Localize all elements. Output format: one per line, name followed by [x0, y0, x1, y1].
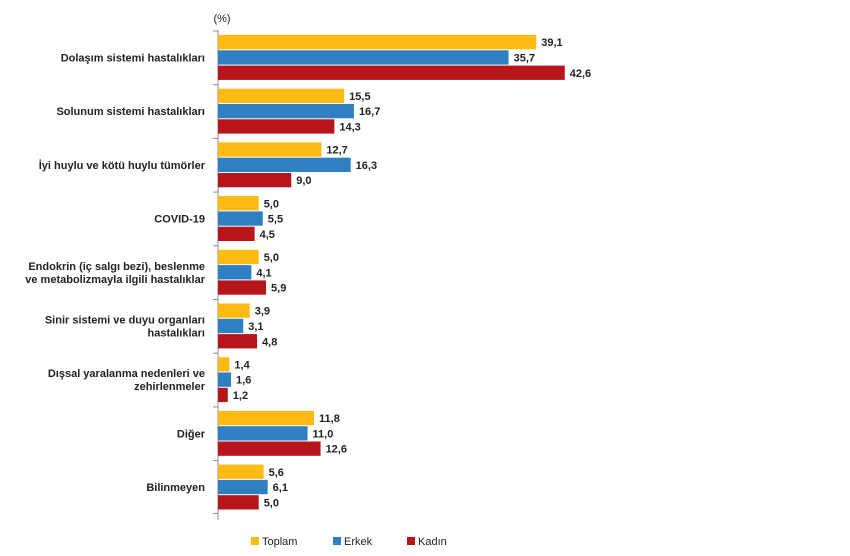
unit-label: (%) — [213, 13, 230, 25]
bar-toplam — [218, 303, 250, 318]
legend-swatch-erkek — [333, 537, 341, 545]
category-label: Dışsal yaralanma nedenleri ve zehirlenmel… — [48, 368, 206, 393]
bar-kadın — [218, 334, 258, 349]
value-label: 12,6 — [326, 444, 347, 456]
bar-kadın — [218, 387, 228, 403]
value-label: 1,2 — [233, 390, 248, 402]
bar-erkek — [218, 372, 232, 387]
value-label: 5,5 — [268, 214, 283, 226]
value-label: 16,7 — [359, 106, 380, 118]
value-label: 16,3 — [356, 160, 377, 172]
category-label: Endokrin (iç salgı bezi), beslenme ve met… — [25, 261, 205, 286]
bar-toplam — [218, 464, 264, 479]
axis-group — [213, 30, 219, 520]
labels-group: Dolaşım sistemi hastalıkları 39,1 35,7 42,6… — [25, 37, 591, 509]
legend: Toplam Erkek Kadın — [251, 536, 447, 548]
bar-toplam — [218, 88, 345, 103]
value-label: 14,3 — [339, 121, 360, 133]
value-label: 3,9 — [255, 306, 270, 318]
value-label: 4,5 — [260, 229, 275, 241]
legend-swatch-kadın — [407, 537, 415, 545]
bar-kadın — [218, 280, 267, 295]
category-label: Diğer — [177, 428, 206, 440]
bar-toplam — [218, 249, 259, 265]
bar-erkek — [218, 426, 308, 441]
value-label: 1,6 — [236, 375, 251, 387]
legend-swatch-toplam — [251, 537, 259, 545]
category-label: Solunum sistemi hastalıkları — [56, 106, 205, 118]
bar-toplam — [218, 142, 322, 157]
value-label: 12,7 — [326, 145, 347, 157]
bar-erkek — [218, 479, 268, 495]
value-label: 11,0 — [313, 428, 334, 440]
bar-kadın — [218, 495, 259, 510]
bar-kadın — [218, 226, 255, 241]
value-label: 4,1 — [256, 267, 271, 279]
bar-kadın — [218, 441, 321, 456]
value-label: 1,4 — [234, 359, 250, 371]
category-label: Dolaşım sistemi hastalıkları — [61, 52, 205, 64]
category-label: Sinir sistemi ve duyu organları hastalıkl… — [45, 314, 205, 339]
value-label: 11,8 — [319, 413, 340, 425]
bars-group — [218, 35, 565, 510]
value-label: 9,0 — [296, 175, 311, 187]
value-label: 3,1 — [248, 321, 263, 333]
value-label: 42,6 — [570, 68, 591, 80]
category-label: COVID-19 — [154, 214, 205, 226]
value-label: 5,0 — [264, 252, 279, 264]
value-label: 6,1 — [273, 482, 288, 494]
value-label: 4,8 — [262, 336, 277, 348]
bar-toplam — [218, 196, 259, 211]
bar-erkek — [218, 318, 244, 334]
bar-toplam — [218, 35, 537, 50]
bar-erkek — [218, 157, 351, 172]
value-label: 5,0 — [264, 198, 279, 210]
bar-erkek — [218, 265, 252, 280]
value-label: 5,6 — [269, 467, 284, 479]
bar-toplam — [218, 410, 315, 426]
category-label: Bilinmeyen — [146, 482, 205, 494]
value-label: 5,0 — [264, 497, 279, 509]
bar-kadın — [218, 119, 335, 134]
value-label: 39,1 — [541, 37, 562, 49]
bar-kadın — [218, 173, 292, 188]
bar-kadın — [218, 65, 565, 80]
bar-toplam — [218, 357, 230, 372]
category-label: İyi huylu ve kötü huylu tümörler — [39, 159, 206, 172]
legend-label-kadın: Kadın — [418, 536, 447, 548]
value-label: 35,7 — [514, 52, 535, 64]
value-label: 5,9 — [271, 283, 286, 295]
bar-erkek — [218, 50, 509, 65]
legend-label-erkek: Erkek — [344, 536, 373, 548]
legend-label-toplam: Toplam — [262, 536, 297, 548]
bar-erkek — [218, 104, 354, 119]
bar-erkek — [218, 211, 263, 226]
value-label: 15,5 — [349, 91, 370, 103]
